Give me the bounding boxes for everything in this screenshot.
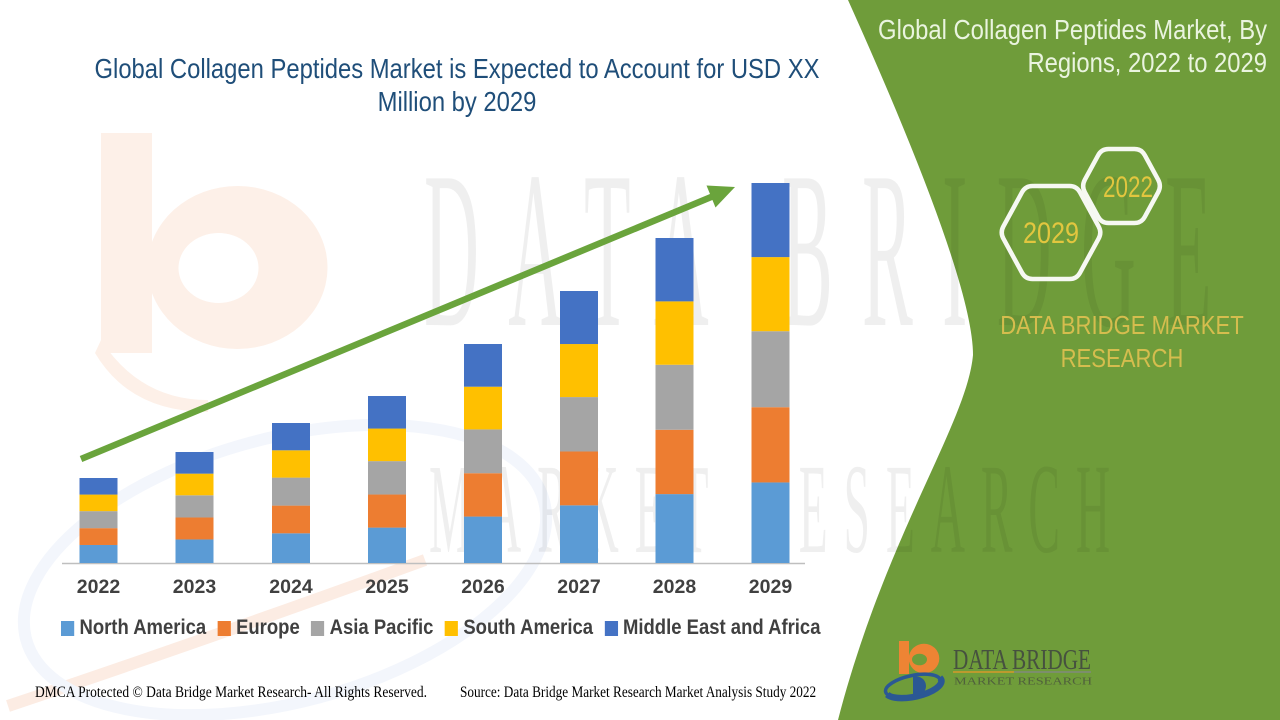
svg-text:2029: 2029 — [1023, 217, 1079, 250]
svg-text:2027: 2027 — [557, 576, 600, 598]
svg-text:2025: 2025 — [365, 576, 409, 598]
svg-text:2029: 2029 — [749, 576, 793, 598]
svg-text:2026: 2026 — [461, 576, 505, 598]
svg-text:2022: 2022 — [1103, 171, 1153, 204]
svg-text:MARKET RESEARCH: MARKET RESEARCH — [954, 677, 1092, 688]
svg-text:2023: 2023 — [173, 576, 217, 598]
svg-text:2028: 2028 — [653, 576, 697, 598]
svg-text:2022: 2022 — [77, 576, 121, 598]
svg-text:DATA BRIDGE: DATA BRIDGE — [953, 644, 1091, 676]
svg-text:DATA BRIDGE: DATA BRIDGE — [424, 127, 1241, 375]
svg-text:2024: 2024 — [269, 576, 313, 598]
